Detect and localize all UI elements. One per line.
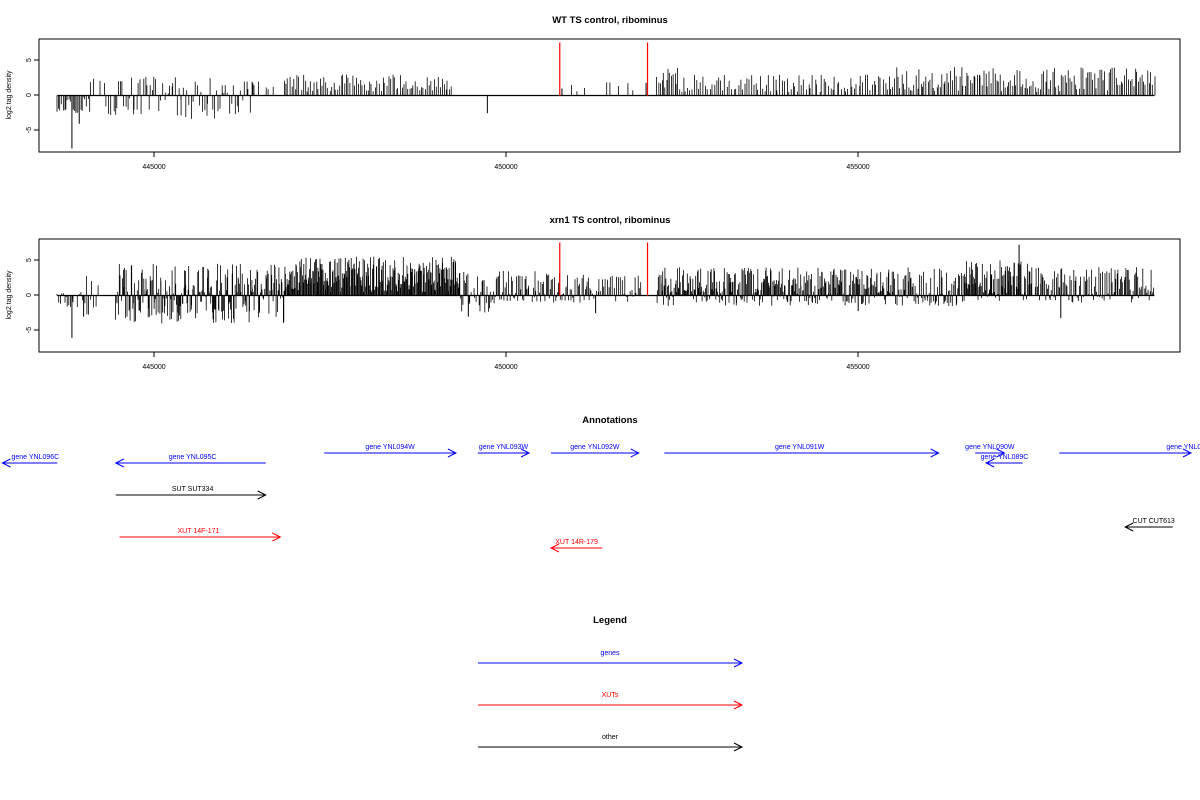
arrowhead: [630, 448, 640, 458]
legend-label: genes: [600, 650, 620, 657]
annotation-feature: gene YNL091W: [664, 444, 940, 458]
annotation-feature: SUT SUT334: [115, 486, 267, 500]
arrowhead: [1, 458, 11, 468]
y-axis-label: log2 tag density: [6, 70, 13, 120]
annotation-feature: gene YNL095C: [114, 454, 266, 468]
panel-title: WT TS control, ribominus: [552, 15, 668, 26]
arrowhead: [930, 448, 940, 458]
panel-wt: WT TS control, ribominus 445000 450000 4…: [6, 15, 1181, 171]
feature-label: gene YNL093W: [479, 444, 529, 451]
arrowhead: [447, 448, 458, 458]
y-axis-label: log2 tag density: [6, 270, 13, 320]
legend-label: XUTs: [602, 692, 619, 699]
legend-title: Legend: [593, 615, 627, 626]
x-axis: 445000 450000 455000: [142, 152, 870, 171]
y-tick-label: 5: [26, 258, 33, 262]
data-bars: [56, 42, 1156, 149]
annotation-feature: XUT 14F-171: [119, 528, 282, 542]
arrowhead: [520, 448, 531, 458]
y-tick-label: -5: [26, 127, 33, 133]
feature-label: gene YNL092W: [570, 444, 620, 451]
y-tick-label: 0: [26, 293, 33, 297]
feature-label: SUT SUT334: [172, 486, 214, 493]
arrowhead: [733, 742, 744, 752]
x-axis: 445000 450000 455000: [142, 352, 870, 371]
legend-entries: genes XUTs other: [478, 650, 744, 752]
annotation-feature: XUT 14R-179: [549, 539, 603, 553]
y-axis: 5 0 -5 log2 tag density: [6, 258, 39, 333]
annotation-feature: CUT CUT613: [1124, 518, 1175, 532]
x-tick-label: 445000: [142, 164, 165, 171]
feature-label: gene YNL089C: [981, 454, 1029, 461]
arrowhead: [733, 658, 744, 668]
feature-label: gene YNL095C: [169, 454, 217, 461]
arrowhead: [996, 448, 1006, 458]
arrowhead: [114, 458, 125, 468]
x-tick-label: 455000: [846, 164, 869, 171]
legend: Legend genes XUTs other: [478, 615, 744, 752]
annotation-feature: gene YNL090W: [965, 444, 1015, 458]
annotation-feature: gene YNL094W: [324, 444, 458, 458]
arrowhead: [985, 458, 995, 468]
feature-label: gene YNL094W: [365, 444, 415, 451]
annotation-feature: gene YNL088W: [1059, 444, 1200, 458]
feature-label: XUT 14F-171: [178, 528, 220, 535]
annotation-features: gene YNL096C gene YNL095C gene YNL094W gene…: [1, 444, 1200, 553]
feature-label: XUT 14R-179: [555, 539, 598, 546]
feature-label: CUT CUT613: [1133, 518, 1175, 525]
feature-label: gene YNL090W: [965, 444, 1015, 451]
legend-entry: genes: [478, 650, 744, 668]
data-bars: [56, 242, 1155, 338]
arrowhead: [549, 543, 560, 553]
x-tick-label: 450000: [494, 164, 517, 171]
x-tick-label: 450000: [494, 364, 517, 371]
legend-entry: XUTs: [478, 692, 744, 710]
arrowhead: [272, 532, 282, 542]
feature-label: gene YNL091W: [775, 444, 825, 451]
panel-title: xrn1 TS control, ribominus: [550, 215, 671, 226]
annotation-feature: gene YNL093W: [477, 444, 531, 458]
legend-label: other: [602, 734, 619, 741]
arrowhead: [1182, 448, 1193, 458]
y-tick-label: 5: [26, 58, 33, 62]
panel-xrn1: xrn1 TS control, ribominus 445000 450000…: [6, 215, 1181, 371]
y-tick-label: -5: [26, 327, 33, 333]
y-axis: 5 0 -5 log2 tag density: [6, 58, 39, 133]
arrowhead: [257, 490, 267, 500]
arrowhead: [1124, 522, 1134, 532]
annotation-feature: gene YNL089C: [981, 454, 1029, 468]
annotations-track: Annotations gene YNL096C gene YNL095Cgene…: [1, 415, 1200, 553]
x-tick-label: 455000: [846, 364, 869, 371]
y-tick-label: 0: [26, 93, 33, 97]
annotation-feature: gene YNL092W: [550, 444, 640, 458]
feature-label: gene YNL088W: [1166, 444, 1200, 451]
x-tick-label: 445000: [142, 364, 165, 371]
annotations-title: Annotations: [582, 415, 637, 426]
legend-entry: other: [478, 734, 744, 752]
feature-label: gene YNL096C: [11, 454, 59, 461]
annotation-feature: gene YNL096C: [1, 454, 59, 468]
arrowhead: [733, 700, 744, 710]
